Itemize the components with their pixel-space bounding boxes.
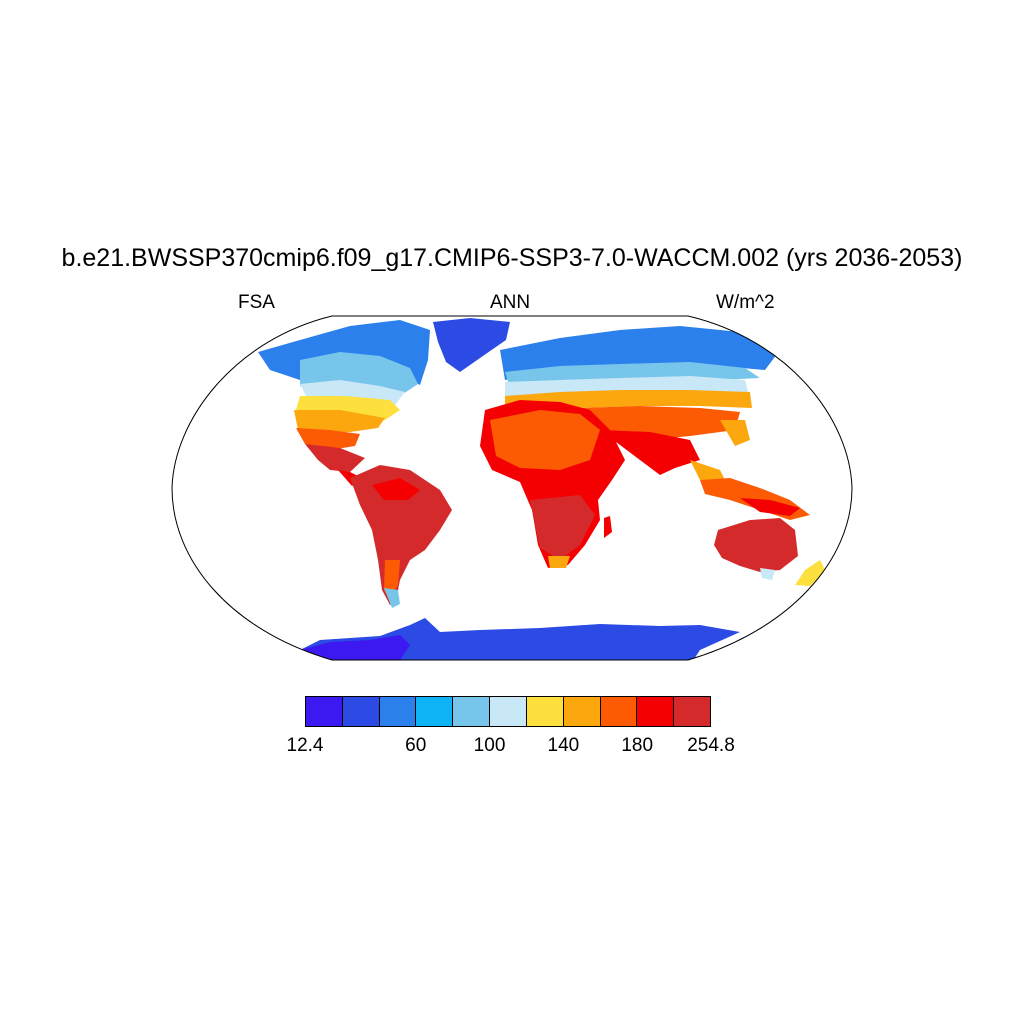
colorbar-tick-label: 100 [473,735,506,756]
antarctica-west [300,635,410,660]
plot-title: b.e21.BWSSP370cmip6.f09_g17.CMIP6-SSP3-7… [61,244,963,272]
colorbar [305,696,711,727]
africa [480,400,625,568]
colorbar-box [637,697,675,726]
colorbar-box [453,697,491,726]
colorbar-box [379,697,417,726]
colorbar-box [563,697,601,726]
globe-outline [171,315,853,661]
antarctica [300,618,740,660]
colorbar-box [674,697,710,726]
new-zealand [795,560,826,586]
greenland [433,318,510,372]
colorbar-box [416,697,454,726]
colorbar-box [306,697,343,726]
colorbar-tick-label: 12.4 [286,735,324,756]
variable-label: FSA [238,292,275,313]
colorbar-tick-label: 254.8 [687,735,735,756]
madagascar [604,516,612,538]
colorbar-tick-label: 60 [405,735,427,756]
season-label: ANN [490,292,531,313]
colorbar-box [600,697,638,726]
colorbar-box [342,697,380,726]
australia [714,518,798,580]
colorbar-box [526,697,564,726]
eurasia [500,326,780,495]
north-america [258,320,430,486]
colorbar-tick-label: 180 [621,735,654,756]
colorbar-box [490,697,527,726]
colorbar-tick-label: 140 [547,735,580,756]
maritime-southeast-asia [700,478,810,520]
units-label: W/m^2 [716,292,775,313]
south-america [350,465,452,608]
